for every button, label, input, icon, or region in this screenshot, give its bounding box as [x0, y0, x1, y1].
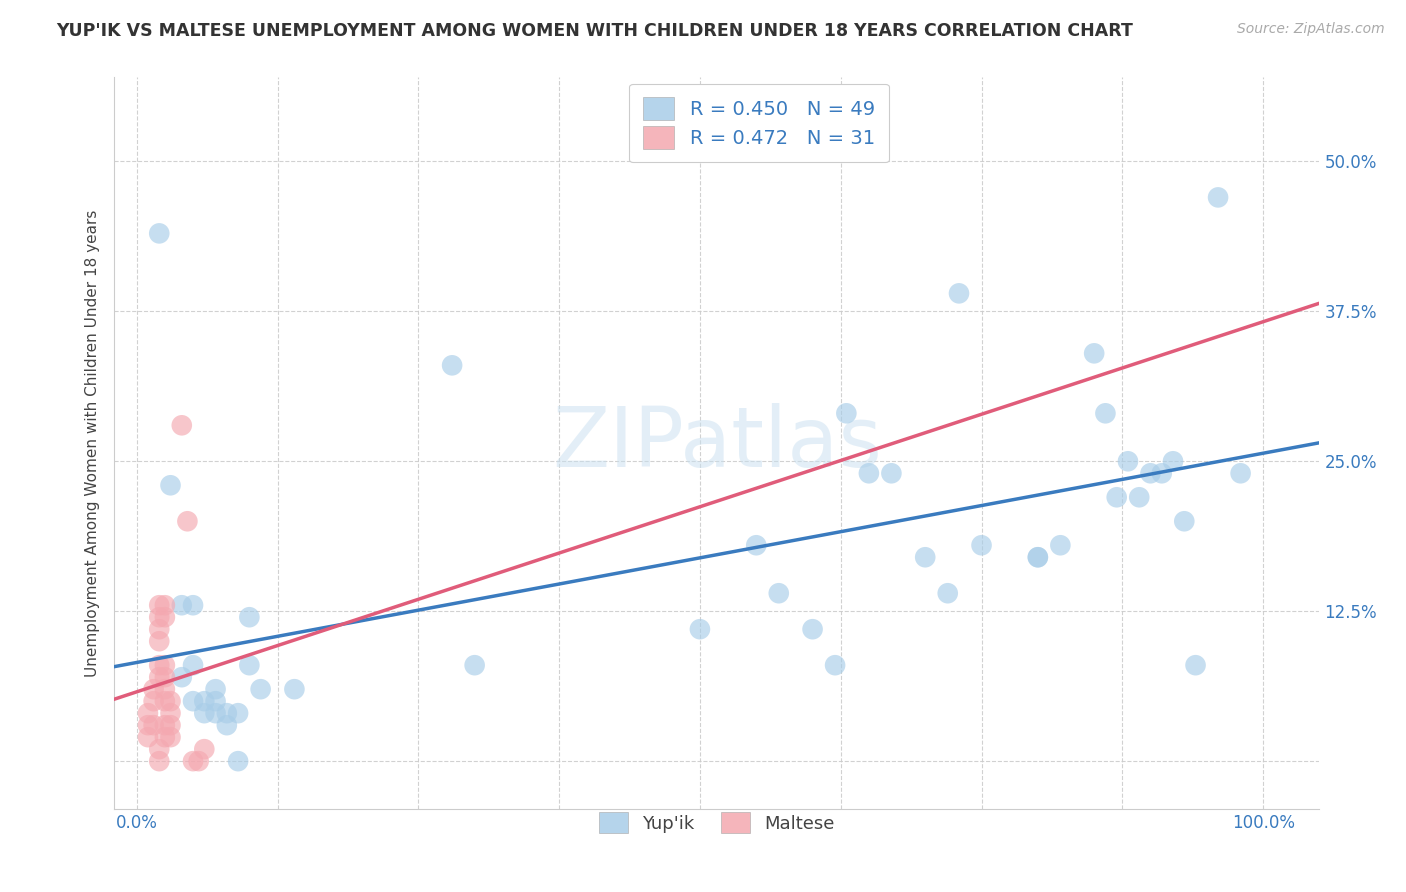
Point — [153, 730, 176, 744]
Point — [148, 634, 170, 648]
Point — [936, 586, 959, 600]
Point — [136, 730, 159, 744]
Point — [835, 406, 858, 420]
Point — [136, 706, 159, 721]
Point — [1083, 346, 1105, 360]
Point — [148, 622, 170, 636]
Point — [464, 658, 486, 673]
Point — [153, 682, 176, 697]
Point — [1128, 490, 1150, 504]
Point — [283, 682, 305, 697]
Point — [181, 754, 204, 768]
Point — [159, 718, 181, 732]
Point — [148, 754, 170, 768]
Point — [204, 682, 226, 697]
Point — [159, 694, 181, 708]
Point — [1105, 490, 1128, 504]
Point — [1139, 467, 1161, 481]
Point — [824, 658, 846, 673]
Point — [170, 670, 193, 684]
Point — [1229, 467, 1251, 481]
Point — [187, 754, 209, 768]
Point — [745, 538, 768, 552]
Point — [153, 670, 176, 684]
Point — [1026, 550, 1049, 565]
Point — [148, 658, 170, 673]
Point — [801, 622, 824, 636]
Text: Source: ZipAtlas.com: Source: ZipAtlas.com — [1237, 22, 1385, 37]
Point — [159, 730, 181, 744]
Point — [148, 670, 170, 684]
Text: ZIPatlas: ZIPatlas — [553, 403, 882, 483]
Point — [1094, 406, 1116, 420]
Point — [153, 610, 176, 624]
Point — [880, 467, 903, 481]
Point — [689, 622, 711, 636]
Point — [170, 418, 193, 433]
Point — [1173, 514, 1195, 528]
Point — [238, 610, 260, 624]
Point — [193, 706, 215, 721]
Point — [1161, 454, 1184, 468]
Point — [181, 598, 204, 612]
Point — [858, 467, 880, 481]
Point — [181, 694, 204, 708]
Point — [1116, 454, 1139, 468]
Point — [1206, 190, 1229, 204]
Point — [170, 598, 193, 612]
Point — [159, 478, 181, 492]
Point — [1184, 658, 1206, 673]
Point — [148, 227, 170, 241]
Point — [226, 706, 249, 721]
Point — [204, 706, 226, 721]
Point — [153, 718, 176, 732]
Point — [142, 682, 165, 697]
Point — [181, 658, 204, 673]
Legend: Yup'ik, Maltese: Yup'ik, Maltese — [588, 802, 846, 844]
Point — [1150, 467, 1173, 481]
Point — [948, 286, 970, 301]
Point — [204, 694, 226, 708]
Point — [215, 706, 238, 721]
Point — [249, 682, 271, 697]
Point — [914, 550, 936, 565]
Point — [215, 718, 238, 732]
Text: YUP'IK VS MALTESE UNEMPLOYMENT AMONG WOMEN WITH CHILDREN UNDER 18 YEARS CORRELAT: YUP'IK VS MALTESE UNEMPLOYMENT AMONG WOM… — [56, 22, 1133, 40]
Point — [768, 586, 790, 600]
Point — [142, 694, 165, 708]
Point — [148, 610, 170, 624]
Y-axis label: Unemployment Among Women with Children Under 18 years: Unemployment Among Women with Children U… — [86, 210, 100, 677]
Point — [153, 658, 176, 673]
Point — [159, 706, 181, 721]
Point — [176, 514, 198, 528]
Point — [238, 658, 260, 673]
Point — [142, 718, 165, 732]
Point — [1026, 550, 1049, 565]
Point — [226, 754, 249, 768]
Point — [136, 718, 159, 732]
Point — [441, 359, 464, 373]
Point — [153, 598, 176, 612]
Point — [970, 538, 993, 552]
Point — [193, 742, 215, 756]
Point — [1049, 538, 1071, 552]
Point — [153, 694, 176, 708]
Point — [193, 694, 215, 708]
Point — [148, 598, 170, 612]
Point — [148, 742, 170, 756]
